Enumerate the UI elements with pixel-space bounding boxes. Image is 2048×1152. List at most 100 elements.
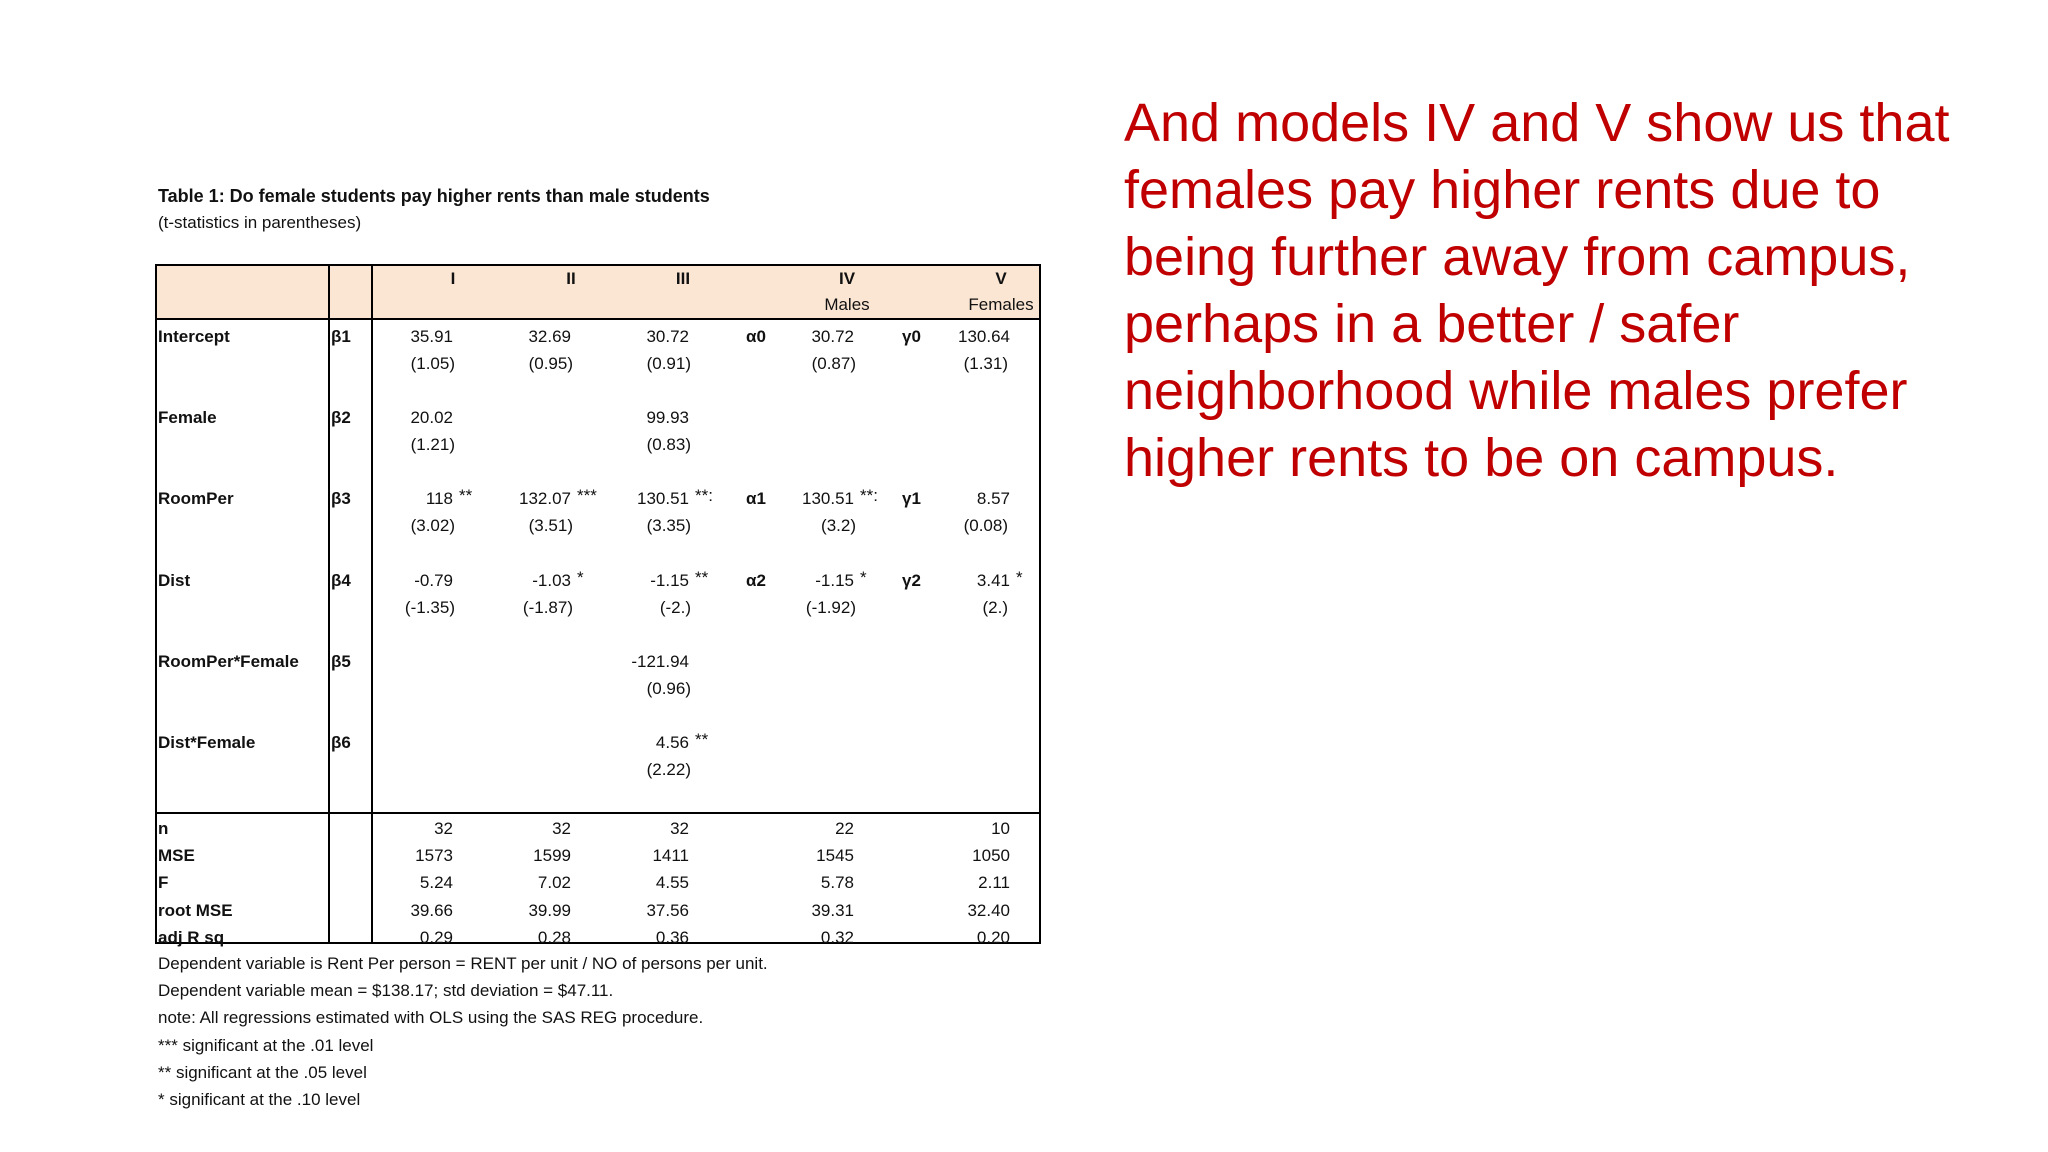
table-subcaption: (t-statistics in parentheses) (158, 213, 362, 232)
commentary-line: females pay higher rents due to (1124, 160, 1881, 220)
table-caption: Table 1: Do female students pay higher r… (158, 186, 710, 206)
note-line: ** significant at the .05 level (158, 1062, 367, 1082)
model-iv-parameter-symbol: α0 (746, 327, 766, 346)
row-coefficient-symbol: β1 (331, 327, 351, 346)
note-line: *** significant at the .01 level (158, 1035, 374, 1055)
significance-stars: **: (860, 486, 878, 506)
coefficient-value: 20.02 (410, 408, 453, 428)
model-iv-parameter-symbol: α1 (746, 489, 766, 509)
row-variable-label: Dist*Female (158, 733, 256, 752)
table-divider-stats (157, 812, 1039, 814)
column-header: II (566, 269, 576, 288)
row-variable-label: Dist (158, 570, 191, 590)
coefficient-value: 132.07 (519, 489, 571, 509)
stat-value: 32 (434, 819, 453, 838)
row-coefficient-symbol: β6 (331, 733, 351, 752)
row-variable-label: Intercept (158, 327, 230, 346)
stat-value: 1411 (652, 846, 689, 866)
coefficient-value: 130.51 (637, 489, 689, 509)
stat-value: 37.56 (646, 900, 689, 920)
t-statistic: (0.91) (646, 354, 691, 373)
significance-stars: *** (577, 486, 597, 506)
t-statistic: (1.05) (410, 354, 455, 373)
commentary-line: perhaps in a better / safer (1124, 294, 1740, 354)
coefficient-value: -1.15 (650, 570, 689, 590)
coefficient-value: 8.57 (976, 489, 1010, 509)
column-header: I (450, 269, 456, 288)
stat-value: 39.66 (410, 900, 453, 920)
commentary-line: neighborhood while males prefer (1124, 361, 1908, 421)
column-subheader: Females (968, 295, 1034, 314)
row-coefficient-symbol: β3 (331, 489, 351, 509)
table-divider-var (328, 266, 330, 942)
stat-value: 4.55 (655, 873, 689, 893)
column-header: IV (838, 269, 856, 288)
coefficient-value: 99.93 (646, 408, 689, 428)
t-statistic: (-1.92) (805, 597, 856, 617)
row-coefficient-symbol: β2 (331, 408, 351, 428)
significance-stars: ** (695, 567, 709, 587)
t-statistic: (3.2) (821, 516, 856, 536)
stat-value: 39.31 (811, 900, 854, 920)
regression-table-block: Table 1: Do female students pay higher r… (155, 182, 1055, 1109)
stat-value: 0.28 (537, 927, 571, 947)
stat-value: 32 (552, 819, 571, 838)
column-subheader: Males (824, 295, 870, 314)
model-v-parameter-symbol: γ1 (902, 489, 921, 509)
coefficient-value: 30.72 (646, 327, 689, 346)
t-statistic: (0.08) (963, 516, 1008, 536)
regression-table: I II III IV Males V Females Intercept β1 35.91 (1.… (155, 264, 1041, 947)
stat-value: 2.11 (978, 873, 1010, 893)
coefficient-value: 35.91 (410, 327, 453, 346)
stat-label: MSE (158, 846, 195, 866)
significance-stars: **: (695, 486, 713, 506)
model-iv-parameter-symbol: α2 (746, 570, 766, 590)
t-statistic: (0.95) (528, 354, 573, 373)
stat-label: adj R sq (158, 927, 225, 947)
coefficient-value: 130.64 (958, 327, 1010, 346)
t-statistic: (0.96) (646, 678, 691, 698)
commentary-line: being further away from campus, (1124, 227, 1911, 287)
coefficient-value: -1.15 (815, 570, 854, 590)
coefficient-value: -0.79 (414, 570, 453, 590)
model-v-parameter-symbol: γ2 (902, 570, 921, 590)
stat-value: 1599 (533, 846, 571, 866)
commentary-line: And models IV and V show us that (1124, 93, 1950, 153)
significance-stars: * (577, 567, 584, 587)
t-statistic: (2.) (982, 597, 1009, 617)
row-variable-label: Female (158, 408, 217, 428)
row-coefficient-symbol: β5 (331, 651, 351, 671)
stat-value: 39.99 (528, 900, 571, 920)
stat-value: 1573 (415, 846, 453, 866)
stat-value: 5.78 (820, 873, 854, 893)
row-coefficient-symbol: β4 (331, 570, 351, 590)
commentary-line: higher rents to be on campus. (1124, 428, 1839, 488)
t-statistic: (3.51) (528, 516, 573, 536)
stat-value: 1050 (972, 846, 1010, 866)
significance-stars: ** (695, 730, 709, 749)
stat-value: 32.40 (967, 900, 1010, 920)
t-statistic: (0.83) (646, 435, 691, 455)
table-divider-header (157, 318, 1039, 320)
t-statistic: (1.21) (410, 435, 455, 455)
column-header: V (995, 269, 1007, 288)
stat-value: 0.36 (655, 927, 689, 947)
stat-label: F (158, 873, 169, 893)
note-line: * significant at the .10 level (158, 1090, 361, 1110)
stat-value: 0.29 (419, 927, 453, 947)
coefficient-value: 118 (425, 489, 453, 509)
t-statistic: (0.87) (811, 354, 856, 373)
t-statistic: (-1.35) (404, 597, 455, 617)
stat-value: 32 (670, 819, 689, 838)
stat-label: n (158, 819, 169, 838)
row-variable-label: RoomPer*Female (158, 651, 299, 671)
coefficient-value: 30.72 (811, 327, 854, 346)
stat-value: 7.02 (537, 873, 571, 893)
stat-value: 10 (991, 819, 1010, 838)
significance-stars: ** (459, 486, 473, 506)
note-line: note: All regressions estimated with OLS… (158, 1008, 704, 1028)
significance-stars: * (860, 567, 867, 587)
coefficient-value: -1.03 (532, 570, 571, 590)
coefficient-value: -121.94 (631, 651, 689, 671)
t-statistic: (3.02) (410, 516, 455, 536)
